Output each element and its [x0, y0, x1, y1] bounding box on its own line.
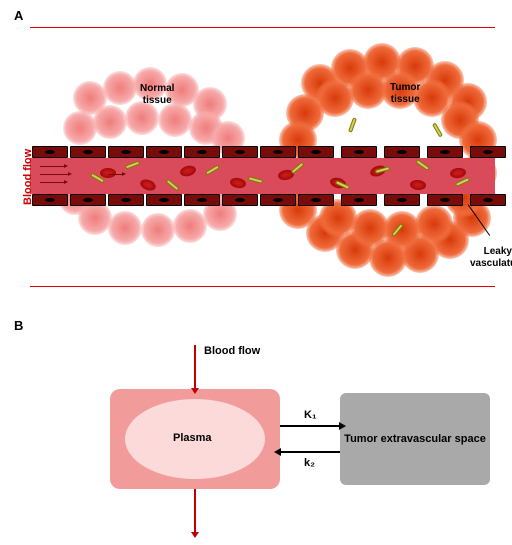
endothelium-cell: [427, 194, 463, 206]
tissue-label: Normaltissue: [140, 83, 174, 107]
endothelium-cell: [146, 146, 182, 158]
k1-label: K₁: [304, 409, 317, 421]
tissue-cell: [108, 211, 142, 245]
flow-arrow: [40, 182, 64, 183]
tissue-cell: [103, 71, 137, 105]
endothelium-cell: [427, 146, 463, 158]
endothelium-cell: [70, 146, 106, 158]
endothelium-cell: [470, 194, 506, 206]
tissue-cell: [141, 213, 175, 247]
flow-arrow: [40, 174, 68, 175]
endothelium-cell: [32, 146, 68, 158]
rate-arrow: [280, 451, 340, 453]
blood-flow-side-label: Blood flow: [22, 149, 34, 205]
endothelium-cell: [222, 194, 258, 206]
endothelium-cell: [470, 146, 506, 158]
endothelium-cell: [298, 146, 334, 158]
panel-b: Tumor extravascular spacePlasmaBlood flo…: [40, 335, 480, 535]
blood-flow-label: Blood flow: [204, 345, 260, 357]
tumor-compartment: Tumor extravascular space: [340, 393, 490, 485]
flow-arrow: [108, 174, 122, 175]
panel-label-a: A: [14, 8, 23, 23]
tissue-cell: [158, 103, 192, 137]
red-blood-cell: [100, 168, 116, 178]
endothelium-cell: [108, 194, 144, 206]
endothelium-cell: [184, 194, 220, 206]
blood-flow-arrow: [194, 345, 196, 389]
tissue-cell: [93, 105, 127, 139]
tissue-cell: [415, 205, 453, 243]
endothelium-cell: [222, 146, 258, 158]
endothelium-cell: [184, 146, 220, 158]
k2-label: k₂: [304, 457, 315, 469]
endothelium-cell: [260, 146, 296, 158]
endothelium-cell: [341, 194, 377, 206]
endothelium-cell: [341, 146, 377, 158]
endothelium-cell: [260, 194, 296, 206]
tissue-label: Leakyvasculature: [470, 246, 512, 270]
endothelium-cell: [32, 194, 68, 206]
rate-arrow: [280, 425, 340, 427]
tissue-label: Tumortissue: [390, 82, 420, 106]
plasma-label: Plasma: [173, 432, 212, 444]
endothelium-cell: [384, 146, 420, 158]
nanorod: [348, 117, 357, 132]
endothelium-cell: [108, 146, 144, 158]
endothelium-cell: [384, 194, 420, 206]
blood-flow-arrow: [194, 489, 196, 533]
tissue-cell: [63, 111, 97, 145]
panel-label-b: B: [14, 318, 23, 333]
tissue-cell: [173, 209, 207, 243]
tissue-cell: [316, 79, 354, 117]
endothelium-cell: [70, 194, 106, 206]
endothelium-cell: [146, 194, 182, 206]
panel-a: NormaltissueTumortissueLeakyvasculature: [30, 27, 495, 287]
flow-arrow: [40, 166, 64, 167]
endothelium-cell: [298, 194, 334, 206]
